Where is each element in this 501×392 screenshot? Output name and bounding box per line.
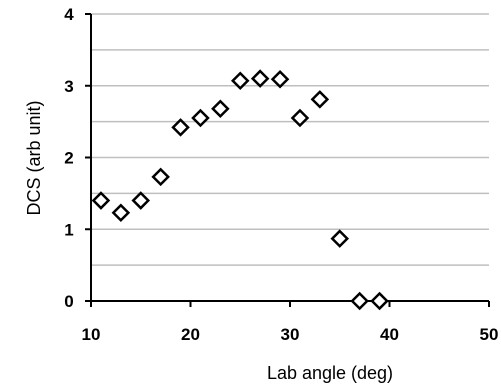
data-point [151,167,170,187]
data-point [250,69,270,88]
tick-labels: 0 1 2 3 4 10 20 30 40 50 [64,5,498,344]
y-tick-label: 4 [64,5,74,24]
data-point [91,191,111,210]
gridlines [91,13,489,266]
data-point [111,203,131,223]
x-axis-title: Lab angle (deg) [267,363,393,383]
x-tick-label: 30 [281,325,300,344]
data-point [330,229,350,248]
data-point [350,291,369,311]
data-point [370,291,389,311]
y-axis-title: DCS (arb unit) [24,100,44,215]
y-tick-label: 3 [64,77,73,96]
x-tick-label: 40 [380,325,399,344]
x-tick-label: 50 [480,325,499,344]
y-tick-label: 0 [64,292,73,311]
data-point [131,191,151,210]
data-point [211,99,230,118]
data-points [91,69,389,311]
y-tick-label: 2 [64,149,73,168]
y-tick-label: 1 [64,220,73,239]
data-point [270,70,290,89]
data-point [171,118,190,137]
data-point [310,90,330,109]
x-tick-label: 10 [82,325,101,344]
data-point [191,108,210,128]
data-point [290,108,310,128]
data-point [230,71,250,90]
x-tick-label: 20 [181,325,200,344]
